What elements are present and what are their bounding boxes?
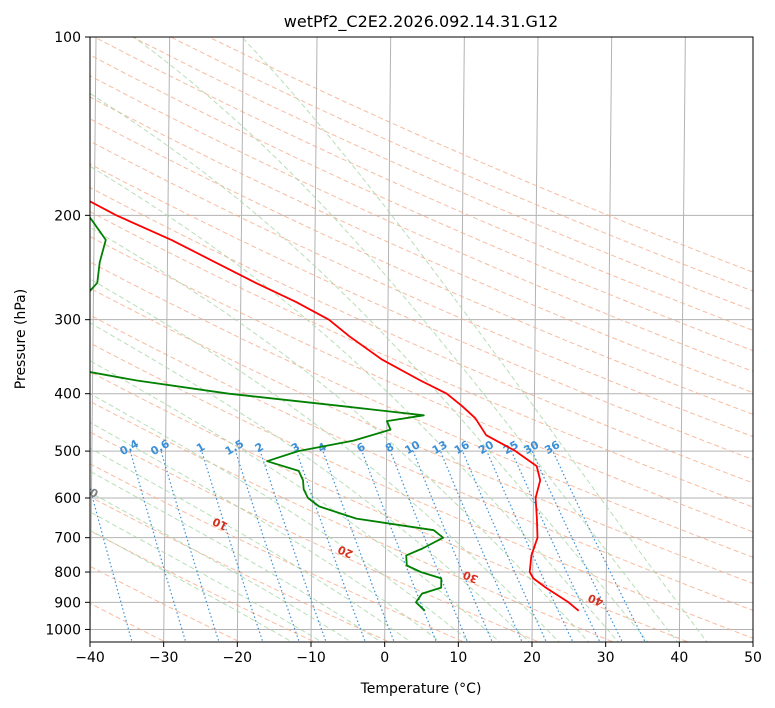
y-tick-label: 100 <box>54 30 81 46</box>
mixing-ratio-line <box>129 450 187 642</box>
y-tick-label: 1000 <box>45 622 81 638</box>
y-tick-label: 400 <box>54 387 81 403</box>
background-lines <box>0 37 753 644</box>
profile-series <box>90 200 580 612</box>
moist-adiabat-line <box>90 421 442 642</box>
y-tick-label: 300 <box>54 313 81 329</box>
mixing-ratio-line <box>295 450 366 642</box>
y-tick-label: 600 <box>54 491 81 507</box>
isotherm-line <box>678 37 686 642</box>
isotherm-line <box>531 37 539 642</box>
moist-adiabat-line <box>90 393 471 642</box>
moist-adiabat-line <box>133 37 679 642</box>
dry-adiabat-line <box>90 54 753 352</box>
dry-adiabat-line <box>90 261 753 558</box>
temperature-profile-line <box>90 200 580 612</box>
dry-adiabat-line <box>90 211 753 508</box>
moist-adiabat-line <box>90 278 560 642</box>
mixing-ratio-line <box>389 450 469 642</box>
x-axis-label: Temperature (°C) <box>360 681 482 697</box>
dry-adiabat-line <box>207 37 753 273</box>
mixing-ratio-line <box>486 450 574 642</box>
moist-adiabat-line <box>90 226 590 642</box>
mixing-ratio-line <box>259 450 327 642</box>
annotation-labels: -100-90-80-70-60-50-40-30-20-10010203040… <box>21 437 605 609</box>
dry-adiabat-label: 10 <box>210 514 230 533</box>
x-tick-label: −40 <box>75 650 105 666</box>
mixing-ratio-line <box>322 450 395 642</box>
mixing-ratio-line <box>361 450 438 642</box>
moist-adiabat-line <box>90 360 501 642</box>
isotherm-line <box>605 37 613 642</box>
y-axis-label: Pressure (hPa) <box>13 289 29 389</box>
mixing-ratio-line <box>1 451 48 644</box>
y-tick-label: 500 <box>54 444 81 460</box>
mixing-ratio-line <box>160 450 220 642</box>
x-tick-label: 40 <box>670 650 688 666</box>
dry-adiabat-line <box>90 371 690 642</box>
dry-adiabat-label: 40 <box>586 591 605 609</box>
isotherm-line <box>236 37 244 642</box>
x-tick-label: 30 <box>597 650 615 666</box>
dry-adiabat-line <box>90 400 615 642</box>
dry-adiabat-line <box>90 96 753 394</box>
moist-adiabat-line <box>90 491 353 642</box>
x-tick-label: −20 <box>223 650 253 666</box>
dry-adiabat-label: 20 <box>336 542 356 560</box>
dry-adiabat-line <box>90 530 316 642</box>
x-tick-label: −30 <box>149 650 179 666</box>
plot-frame <box>89 36 754 643</box>
isotherm-line <box>384 37 392 642</box>
moist-adiabat-line <box>90 447 412 642</box>
x-tick-label: 50 <box>744 650 762 666</box>
dry-adiabat-label: 0 <box>88 485 101 500</box>
mixing-ratio-line <box>510 450 601 642</box>
dry-adiabat-line <box>90 235 753 533</box>
mixing-ratio-line <box>33 451 82 644</box>
isotherm-line <box>752 591 753 642</box>
dry-adiabat-line <box>90 140 753 438</box>
moist-adiabat-line <box>241 37 708 642</box>
isotherm-line <box>457 37 465 642</box>
x-tick-label: 10 <box>449 650 467 666</box>
y-tick-label: 200 <box>54 208 81 224</box>
dry-adiabat-line <box>90 75 753 372</box>
x-tick-label: 20 <box>523 650 541 666</box>
dry-adiabat-line <box>90 118 753 415</box>
dry-adiabat-line <box>93 37 753 331</box>
dewpoint-profile-line <box>90 216 445 612</box>
dry-adiabat-line <box>90 163 753 461</box>
x-tick-label: 0 <box>380 650 389 666</box>
axes: −40 −30 −20 −10 0 10 20 30 40 5010020030040050060… <box>45 30 762 666</box>
chart-title: wetPf2_C2E2.2026.092.14.31.G12 <box>284 12 558 32</box>
x-tick-label: −10 <box>296 650 326 666</box>
mixing-ratio-line <box>234 450 300 642</box>
y-tick-label: 900 <box>54 595 81 611</box>
plot-background <box>90 37 753 642</box>
mixing-ratio-line <box>0 451 21 644</box>
moist-adiabat-line <box>90 511 323 642</box>
y-tick-label: 700 <box>54 531 81 547</box>
moist-adiabat-line <box>90 92 649 642</box>
dry-adiabat-line <box>90 463 466 642</box>
mixing-ratio-label: 0.1 <box>21 437 44 458</box>
dry-adiabat-line <box>131 37 753 312</box>
mixing-ratio-line <box>201 450 264 642</box>
dry-adiabat-line <box>169 37 753 292</box>
isotherm-line <box>310 37 318 642</box>
dry-adiabat-label: -20 <box>28 521 52 542</box>
mixing-ratio-line <box>90 485 133 642</box>
dry-adiabat-line <box>90 314 753 611</box>
isotherm-line <box>90 37 97 642</box>
mixing-ratio-line <box>552 450 646 642</box>
moist-adiabat-line <box>90 529 294 642</box>
dry-adiabat-line <box>90 565 242 642</box>
dry-adiabat-line <box>90 186 753 484</box>
dry-adiabat-label: 30 <box>461 568 480 586</box>
dry-adiabat-line <box>90 342 753 639</box>
y-tick-label: 800 <box>54 565 81 581</box>
